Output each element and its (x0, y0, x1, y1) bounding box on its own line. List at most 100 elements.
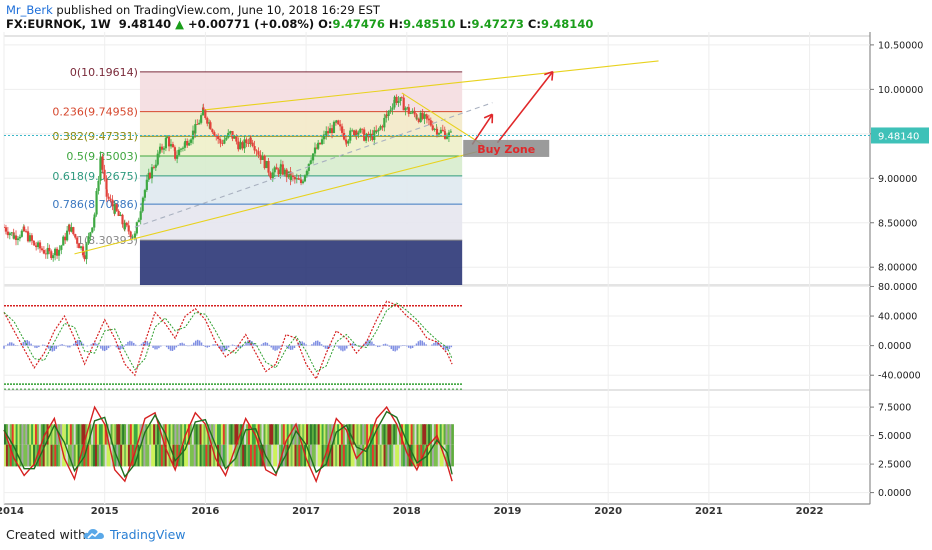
candle-body (295, 178, 298, 180)
heat-cell (64, 444, 67, 467)
heat-cell (38, 424, 42, 445)
heat-cell (424, 444, 427, 467)
heat-cell (346, 444, 350, 467)
heat-cell (137, 444, 141, 467)
heat-cell (342, 424, 346, 445)
heat-cell (327, 424, 330, 445)
candle-body (313, 147, 317, 154)
heat-cell (147, 444, 150, 467)
candle-body (349, 130, 352, 141)
candle-body (277, 169, 280, 175)
heat-cell (42, 444, 46, 467)
price-value: 9.48140 (118, 17, 172, 31)
heat-cell (364, 444, 367, 467)
candle-body (245, 139, 248, 143)
candle-body (249, 137, 252, 143)
candle-body (297, 178, 300, 180)
heat-cell (261, 444, 265, 467)
heat-cell (242, 444, 245, 467)
candle-body (204, 109, 207, 118)
heat-cell (362, 444, 365, 467)
heat-cell (271, 424, 274, 445)
heat-cell (226, 444, 230, 467)
heat-cell (430, 424, 433, 445)
candle-body (91, 227, 94, 233)
heat-cell (431, 444, 435, 467)
candle-body (111, 199, 114, 207)
heat-cell (261, 424, 265, 445)
heat-cell (46, 444, 50, 467)
heat-cell (240, 424, 243, 445)
y-tick-label: -40.0000 (878, 371, 921, 382)
fib-band (139, 136, 463, 157)
heat-cell (428, 444, 431, 467)
heat-cell (131, 424, 135, 445)
heat-cell (302, 444, 305, 467)
candle-body (237, 141, 240, 150)
heat-cell (60, 424, 63, 445)
heat-cell (110, 424, 114, 445)
candle-body (30, 235, 33, 241)
candle-body (419, 112, 422, 122)
candle-body (279, 166, 282, 175)
heat-cell (44, 424, 48, 445)
author-link[interactable]: Mr_Berk (6, 3, 53, 17)
candle-body (107, 196, 110, 199)
y-tick-label: 0.0000 (878, 341, 911, 352)
heat-cell (251, 424, 255, 445)
heat-cell (275, 444, 278, 467)
candle-body (303, 175, 307, 182)
heat-cell (406, 424, 410, 445)
heat-cell (19, 444, 23, 467)
heat-cell (362, 424, 365, 445)
heat-cell (422, 424, 425, 445)
close-value: 9.48140 (540, 17, 594, 31)
heat-cell (414, 424, 418, 445)
heat-cell (205, 424, 208, 445)
heat-cell (48, 444, 52, 467)
heat-cell (155, 444, 158, 467)
heat-cell (397, 424, 400, 445)
heat-cell (189, 444, 193, 467)
heat-cell (426, 424, 429, 445)
heat-cell (180, 444, 183, 467)
heat-cell (87, 444, 90, 467)
heat-cell (75, 424, 79, 445)
tradingview-brand[interactable]: TradingView (110, 527, 186, 542)
heat-cell (44, 444, 48, 467)
candle-body (283, 169, 286, 175)
heat-cell (306, 444, 309, 467)
heat-cell (79, 424, 83, 445)
heat-cell (186, 424, 189, 445)
candle-body (33, 242, 36, 246)
candle-body (371, 133, 374, 140)
candle-body (347, 140, 350, 144)
x-tick-label: 2022 (796, 506, 824, 517)
chart-canvas[interactable]: 2014 2015 2016 2017 2018 2019 2020 2021 2022 10.5… (0, 32, 932, 519)
heat-cell (199, 444, 203, 467)
heat-cell (168, 424, 172, 445)
heat-cell (217, 444, 220, 467)
heat-cell (294, 444, 298, 467)
heat-cell (329, 444, 332, 467)
candle-body (48, 247, 51, 252)
candle-body (330, 128, 334, 134)
heat-cell (418, 444, 422, 467)
candle-body (54, 248, 57, 256)
heat-cell (339, 444, 342, 467)
candle-body (369, 133, 372, 138)
heat-cell (81, 444, 85, 467)
candle-body (10, 232, 13, 234)
candle-body (101, 156, 104, 170)
heat-cell (156, 444, 160, 467)
buy-zone-box (463, 139, 550, 157)
candle-body (95, 190, 98, 215)
heat-cell (451, 424, 454, 445)
heat-cell (215, 444, 218, 467)
fib-band (139, 204, 463, 241)
candle-body (445, 136, 449, 139)
heat-cell (445, 444, 449, 467)
fib-band (139, 240, 463, 285)
candle-body (72, 227, 75, 235)
heat-cell (52, 424, 56, 445)
